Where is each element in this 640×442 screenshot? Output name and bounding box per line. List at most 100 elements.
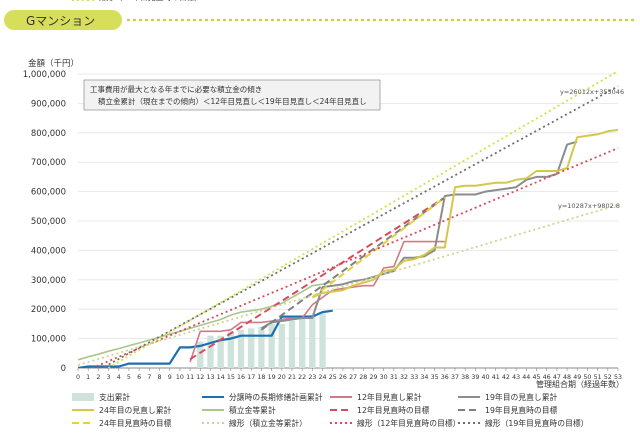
x-tick-label: 18 <box>257 374 265 381</box>
y-tick-label: 200,000 <box>31 305 66 315</box>
y-tick-label: 900,000 <box>31 99 66 109</box>
x-tick-label: 23 <box>308 374 316 381</box>
bar-expense-14 <box>217 335 224 368</box>
x-tick-label: 50 <box>583 374 591 381</box>
annotation-line-2: 積立金累計（現在までの傾向）＜12年目見直し＜19年目見直し＜24年目見直し <box>98 96 367 106</box>
legend-label-4: 24年目の見直し累計 <box>99 405 171 415</box>
page-title: Gマンション <box>26 14 95 28</box>
x-tick-label: 16 <box>237 374 245 381</box>
x-tick-label: 53 <box>614 374 622 381</box>
y-tick-label: 400,000 <box>31 246 66 256</box>
bar-expense-23 <box>309 315 316 368</box>
legend-label-1: 分譲時の長期修繕計画累計 <box>229 392 323 402</box>
x-tick-label: 5 <box>127 374 131 381</box>
x-tick-label: 31 <box>390 374 398 381</box>
x-tick-label: 6 <box>137 374 141 381</box>
bar-expense-24 <box>319 313 326 368</box>
series-line-9 <box>89 147 619 368</box>
series-line-4 <box>78 280 333 361</box>
x-tick-label: 22 <box>298 374 306 381</box>
y-tick-labels: 0 100,000 200,000 300,000 400,000 500,000 600,… <box>23 70 66 374</box>
x-tick-label: 17 <box>247 374 255 381</box>
x-tick-label: 26 <box>339 374 347 381</box>
x-tick-label: 30 <box>380 374 388 381</box>
legend-label-7: 19年目見直時の目標 <box>485 405 557 415</box>
legend-label-3: 19年目の見直し累計 <box>485 392 557 402</box>
y-tick-label: 700,000 <box>31 158 66 168</box>
x-tick-label: 43 <box>512 374 520 381</box>
series-line-5 <box>189 196 446 361</box>
x-tick-label: 27 <box>349 374 357 381</box>
legend: 支出累計 分譲時の長期修繕計画累計 12年目見直し累計 19年目の見直し累計 24年目の… <box>72 0 588 428</box>
x-tick-label: 15 <box>227 374 235 381</box>
series-line-11 <box>106 70 619 368</box>
legend-label-9: 線形（積立金等累計） <box>229 418 307 428</box>
bar-expense-15 <box>227 331 234 368</box>
x-tick-label: 47 <box>553 374 561 381</box>
x-tick-label: 38 <box>461 374 469 381</box>
series-line-8 <box>78 203 619 366</box>
x-tick-label: 14 <box>217 374 225 381</box>
x-tick-label: 3 <box>107 374 111 381</box>
x-tick-label: 2 <box>96 374 100 381</box>
x-tick-label: 4 <box>117 374 121 381</box>
bar-layer <box>197 313 326 368</box>
x-tick-label: 33 <box>410 374 418 381</box>
y-tick-label: 100,000 <box>31 335 66 345</box>
bar-expense-16 <box>237 329 245 368</box>
legend-swatch-0 <box>72 393 94 401</box>
legend-label-5: 積立金等累計 <box>229 405 276 415</box>
x-tick-label: 35 <box>431 374 439 381</box>
bar-expense-21 <box>288 320 296 368</box>
x-tick-label: 40 <box>482 374 490 381</box>
x-tick-label: 7 <box>147 374 151 381</box>
x-tick-label: 37 <box>451 374 459 381</box>
legend-label-12: 線形（24年目見直時の目標） <box>99 0 202 2</box>
y-tick-label: 600,000 <box>31 188 66 198</box>
legend-label-10: 線形（12年目見直時の目標） <box>357 418 460 428</box>
x-tick-label: 19 <box>268 374 276 381</box>
x-tick-label: 9 <box>168 374 172 381</box>
x-tick-label: 21 <box>288 374 296 381</box>
x-tick-label: 45 <box>532 374 540 381</box>
header-pill <box>4 10 122 30</box>
series-line-6 <box>260 196 446 331</box>
bar-expense-22 <box>298 318 306 368</box>
annotation-box <box>83 79 381 111</box>
x-tick-label: 48 <box>563 374 571 381</box>
bar-expense-13 <box>207 335 214 368</box>
legend-label-0: 支出累計 <box>99 392 130 402</box>
bar-expense-20 <box>278 323 285 368</box>
x-tick-label: 41 <box>492 374 500 381</box>
x-tick-label: 24 <box>319 374 327 381</box>
x-tick-label: 13 <box>206 374 214 381</box>
grid-layer <box>77 73 619 371</box>
bar-expense-19 <box>268 323 275 368</box>
x-tick-label: 0 <box>76 374 80 381</box>
series-line-2 <box>260 140 578 330</box>
x-tick-label: 8 <box>158 374 162 381</box>
y-tick-label: 800,000 <box>31 129 66 139</box>
x-tick-label: 32 <box>400 374 408 381</box>
x-tick-label: 42 <box>502 374 510 381</box>
legend-label-11: 線形（19年目見直時の目標） <box>485 418 588 428</box>
x-tick-label: 29 <box>369 374 377 381</box>
x-tick-label: 25 <box>329 374 337 381</box>
x-tick-label: 1 <box>86 374 90 381</box>
legend-label-8: 24年目見直時の目標 <box>99 418 171 428</box>
y-tick-label: 0 <box>61 364 66 374</box>
x-tick-label: 34 <box>420 374 428 381</box>
x-tick-label: 28 <box>359 374 367 381</box>
x-tick-label: 51 <box>594 374 602 381</box>
x-tick-label: 46 <box>543 374 551 381</box>
bar-expense-17 <box>248 328 255 368</box>
legend-label-6: 12年目見直時の目標 <box>357 405 429 415</box>
y-axis-label: 金額（千円） <box>28 58 79 69</box>
bar-expense-18 <box>258 326 265 368</box>
series-line-0 <box>78 309 333 368</box>
x-tick-label: 39 <box>471 374 479 381</box>
x-tick-labels: 0 1 2 3 4 5 6 7 8 9 10 11 12 13 14 15 16 17 18 19 20 21 22 23 24… <box>76 374 622 381</box>
x-tick-label: 11 <box>186 374 194 381</box>
